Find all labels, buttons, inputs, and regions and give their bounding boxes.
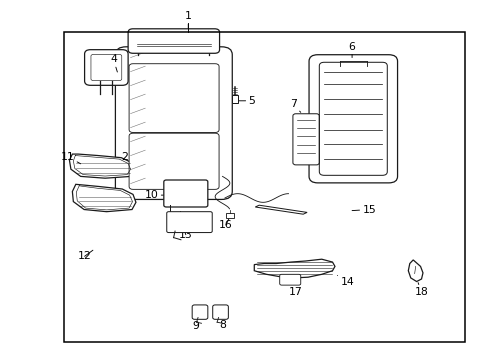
FancyBboxPatch shape bbox=[129, 133, 219, 189]
Text: 18: 18 bbox=[414, 283, 427, 297]
Text: 15: 15 bbox=[351, 204, 375, 215]
FancyBboxPatch shape bbox=[129, 64, 219, 132]
FancyBboxPatch shape bbox=[279, 274, 300, 285]
Text: 3: 3 bbox=[165, 108, 173, 120]
Bar bbox=[231, 95, 237, 103]
Text: 5: 5 bbox=[234, 96, 255, 106]
FancyBboxPatch shape bbox=[115, 47, 232, 199]
Text: 6: 6 bbox=[348, 42, 355, 58]
Polygon shape bbox=[255, 205, 306, 214]
Text: 14: 14 bbox=[337, 275, 353, 287]
Text: 16: 16 bbox=[219, 219, 232, 230]
Text: 8: 8 bbox=[219, 317, 225, 330]
Polygon shape bbox=[254, 259, 334, 278]
Text: 13: 13 bbox=[179, 228, 192, 240]
Text: 10: 10 bbox=[144, 190, 166, 200]
FancyBboxPatch shape bbox=[84, 50, 128, 85]
Text: 2: 2 bbox=[121, 152, 134, 162]
FancyBboxPatch shape bbox=[166, 212, 212, 233]
FancyBboxPatch shape bbox=[192, 305, 207, 319]
FancyBboxPatch shape bbox=[212, 305, 228, 319]
Bar bbox=[225, 213, 233, 218]
Text: 1: 1 bbox=[184, 11, 191, 32]
FancyBboxPatch shape bbox=[163, 180, 207, 207]
Polygon shape bbox=[407, 260, 422, 282]
FancyBboxPatch shape bbox=[128, 29, 219, 53]
Text: 11: 11 bbox=[61, 152, 81, 164]
FancyBboxPatch shape bbox=[292, 114, 319, 165]
Text: 4: 4 bbox=[110, 54, 117, 72]
Polygon shape bbox=[69, 154, 134, 178]
Polygon shape bbox=[72, 184, 136, 212]
Bar bbox=[63, 32, 464, 342]
Text: 7: 7 bbox=[289, 99, 300, 112]
Text: 9: 9 bbox=[192, 318, 199, 331]
Text: 12: 12 bbox=[78, 250, 93, 261]
Text: 17: 17 bbox=[288, 284, 302, 297]
FancyBboxPatch shape bbox=[308, 55, 397, 183]
